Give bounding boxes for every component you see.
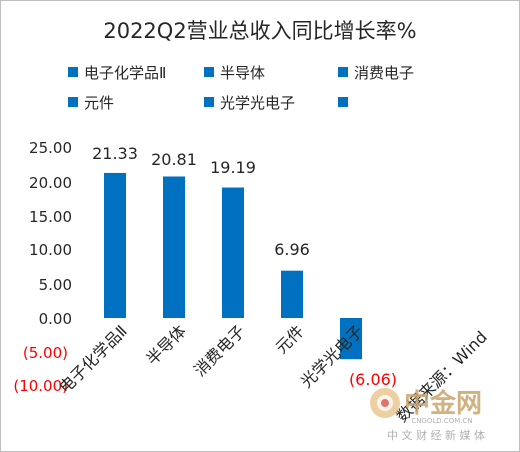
category-label: 消费电子 xyxy=(190,321,249,380)
bar xyxy=(104,172,126,318)
category-label: 元件 xyxy=(272,321,308,357)
legend-entry: 元件 xyxy=(84,94,114,112)
legend-swatch xyxy=(68,67,78,77)
y-tick-label: 25.00 xyxy=(29,139,72,157)
data-label: 21.33 xyxy=(92,144,138,163)
bar xyxy=(163,176,185,318)
chart-title: 2022Q2营业总收入同比增长率% xyxy=(103,19,416,43)
legend-swatch xyxy=(204,97,214,107)
data-label: (6.06) xyxy=(349,370,397,389)
y-tick-label: (5.00) xyxy=(23,344,68,362)
y-tick-label: 0.00 xyxy=(39,310,72,328)
bars xyxy=(104,172,362,360)
watermark-logo: 中金网 CNGOLD.COM.CN 中 文 财 经 新 媒 体 xyxy=(370,388,485,442)
data-labels: 21.33 20.81 19.19 6.96 (6.06) xyxy=(92,144,397,389)
y-tick-label: (10.00) xyxy=(13,377,68,395)
y-axis-ticks: 25.00 20.00 15.00 10.00 5.00 0.00 (5.00) (10.00… xyxy=(13,139,72,395)
bar xyxy=(281,270,303,318)
legend-entry: 电子化学品Ⅱ xyxy=(84,64,166,82)
watermark-slogan: 中 文 财 经 新 媒 体 xyxy=(387,428,485,442)
legend-swatch xyxy=(338,67,348,77)
legend-entry: 消费电子 xyxy=(354,64,414,82)
watermark-brand: 中金网 xyxy=(404,388,482,419)
bar xyxy=(222,187,244,318)
legend-swatch xyxy=(338,97,348,107)
y-tick-label: 10.00 xyxy=(29,241,72,259)
y-tick-label: 15.00 xyxy=(29,208,72,226)
y-tick-label: 5.00 xyxy=(39,276,72,294)
legend-swatch xyxy=(204,67,214,77)
legend-entry: 半导体 xyxy=(220,64,265,82)
y-tick-label: 20.00 xyxy=(29,174,72,192)
legend-entry: 光学光电子 xyxy=(220,94,295,112)
data-label: 19.19 xyxy=(210,158,256,177)
data-label: 20.81 xyxy=(151,150,197,169)
category-label: 半导体 xyxy=(142,321,189,368)
bar xyxy=(340,318,362,360)
watermark-domain: CNGOLD.COM.CN xyxy=(411,417,472,425)
data-label: 6.96 xyxy=(274,240,310,259)
legend-swatch xyxy=(68,97,78,107)
